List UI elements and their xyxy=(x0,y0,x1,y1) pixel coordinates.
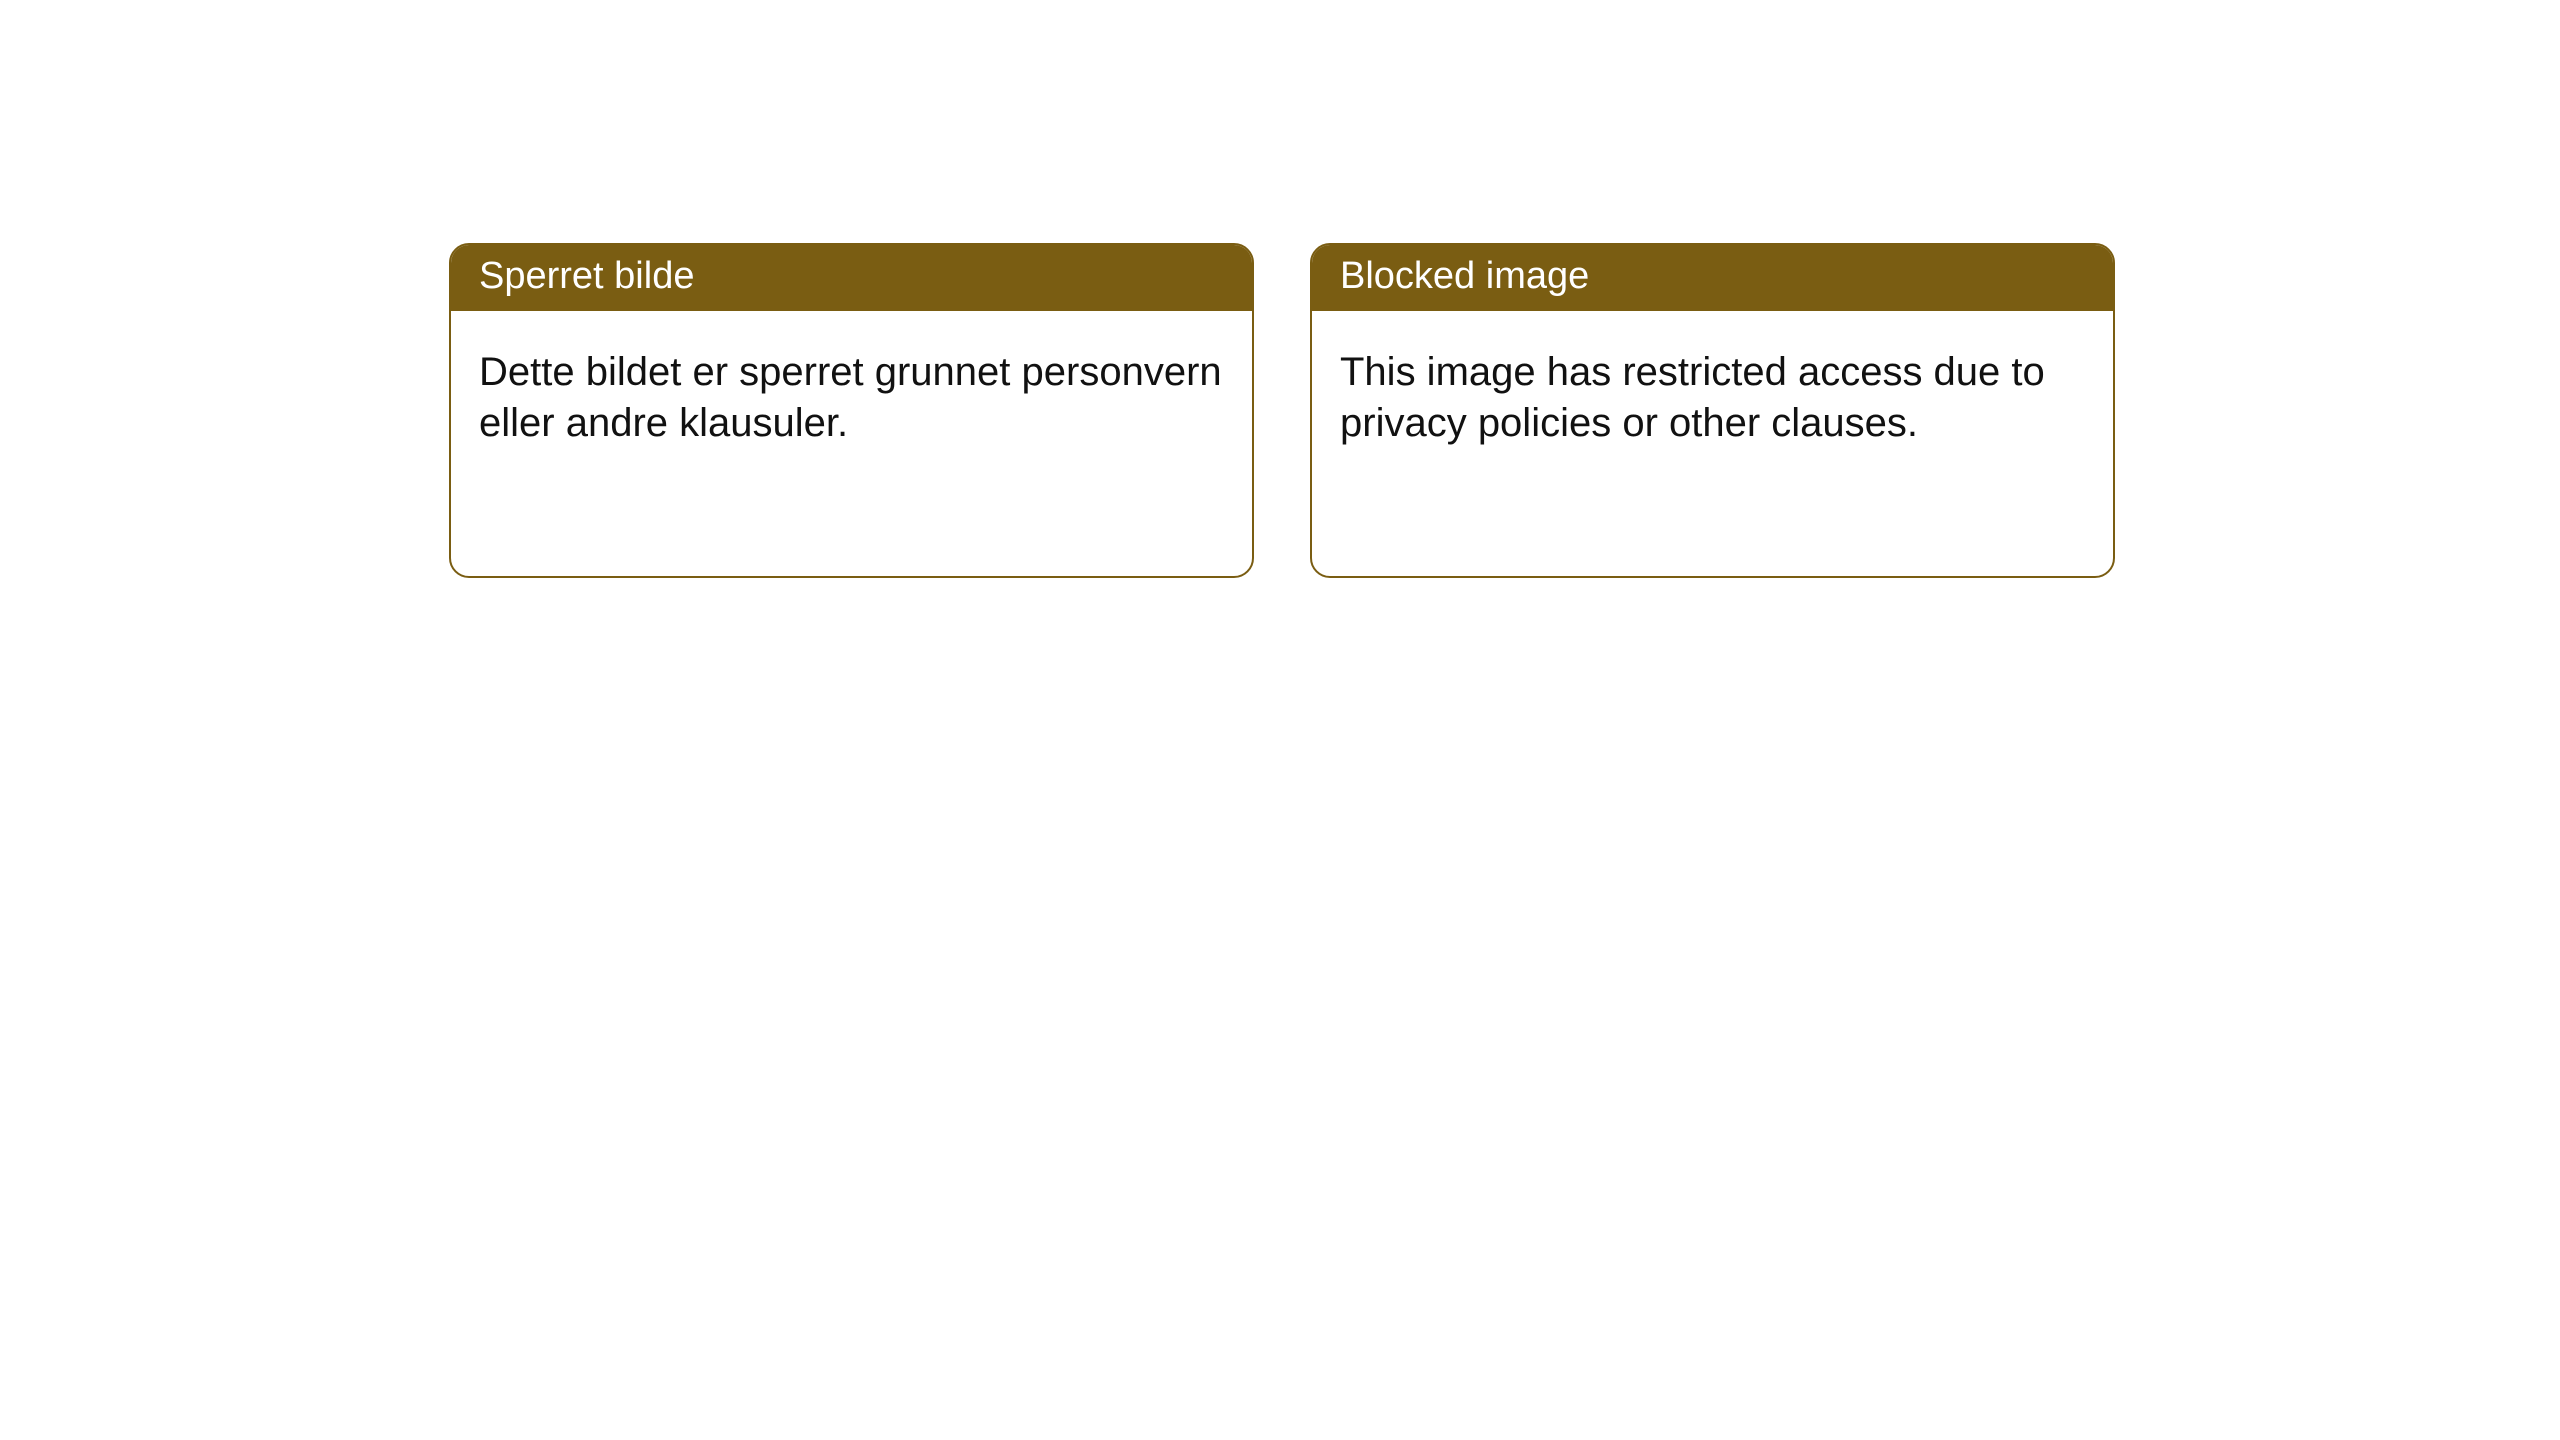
card-title: Sperret bilde xyxy=(451,245,1252,311)
notice-card-english: Blocked image This image has restricted … xyxy=(1310,243,2115,578)
notice-container: Sperret bilde Dette bildet er sperret gr… xyxy=(0,0,2560,578)
notice-card-norwegian: Sperret bilde Dette bildet er sperret gr… xyxy=(449,243,1254,578)
card-body-text: Dette bildet er sperret grunnet personve… xyxy=(451,311,1252,478)
card-body-text: This image has restricted access due to … xyxy=(1312,311,2113,478)
card-title: Blocked image xyxy=(1312,245,2113,311)
